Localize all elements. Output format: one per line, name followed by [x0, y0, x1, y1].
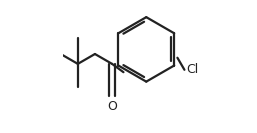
Text: Cl: Cl: [186, 63, 198, 76]
Text: O: O: [107, 100, 117, 113]
